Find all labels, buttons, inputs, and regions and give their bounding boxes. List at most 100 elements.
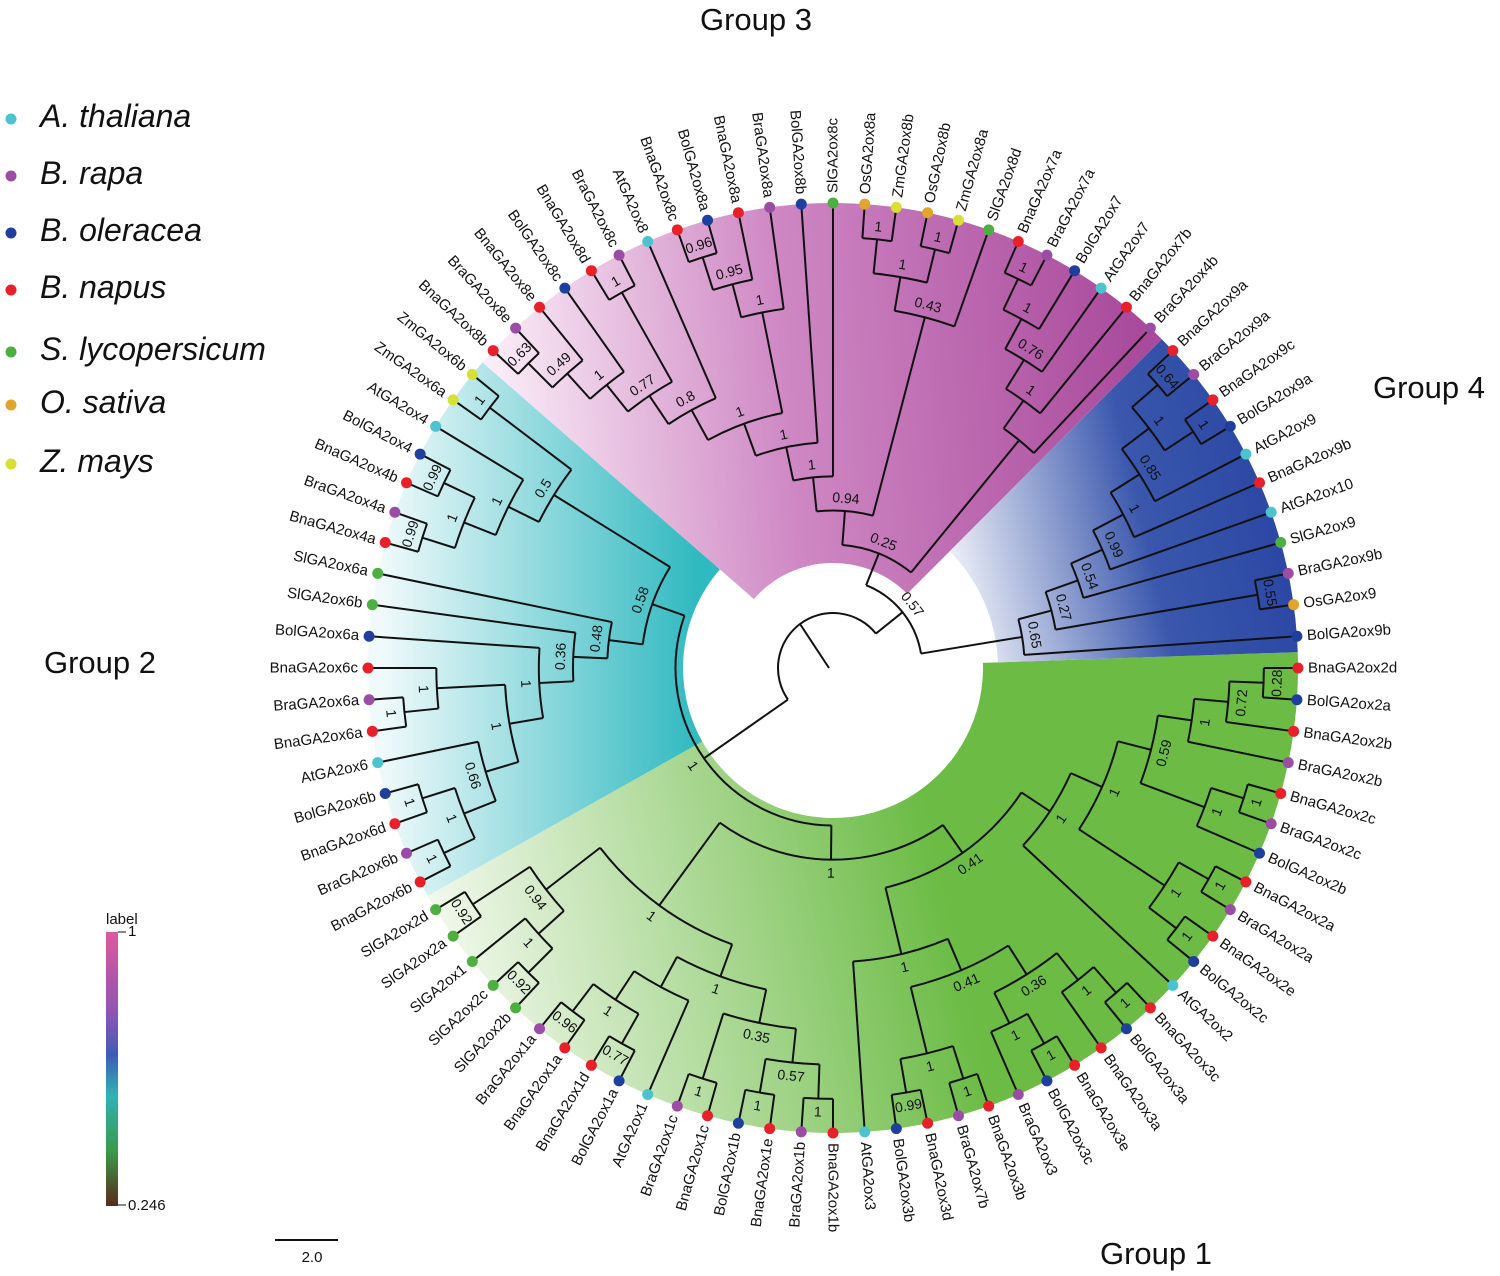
branch [703,698,789,760]
branch [1041,287,1102,373]
legend-dot [5,170,17,182]
branch [1005,359,1025,390]
branch-arc [777,612,877,701]
leaf-label: OsGA2ox9 [1302,585,1377,612]
branch [1196,825,1260,855]
branch [919,1089,929,1124]
branch [1109,511,1272,571]
leaf-label: AtGA2ox6 [299,756,369,787]
branch [768,1094,776,1129]
leaf-dot [400,847,412,859]
branch [489,406,572,471]
branch [435,890,466,911]
leaf-dot [795,198,807,210]
leaf-dot [414,448,426,460]
branch-arc [723,1012,797,1030]
branch [527,362,554,389]
branch [443,837,476,854]
leaf-dot [642,1089,654,1101]
branch [509,716,544,725]
leaf-dot [890,1123,902,1135]
branch [1060,991,1102,1049]
branch [1056,952,1079,981]
branch [812,477,818,512]
branch [658,822,721,906]
leaf-dot [952,1110,964,1122]
branch-arc [676,956,767,991]
legend-dot [5,346,17,358]
branch [1007,945,1028,976]
branch [953,229,990,327]
branch [472,865,531,906]
leaf-label: BolGA2ox6b [292,788,378,827]
branch [539,680,574,685]
branch [463,800,497,815]
legend-label: S. lycopersicum [40,331,266,367]
branch [618,254,636,286]
support-value: 1 [814,1103,823,1119]
branch-arc [1092,529,1112,570]
branch [406,481,439,498]
leaf-dot [389,818,401,830]
branch [719,943,734,977]
support-value: 0.99 [398,518,422,549]
leaf-dot [430,420,442,432]
branch [659,956,678,988]
support-value: 0.48 [586,624,605,653]
branch [1055,1035,1076,1066]
branch [384,541,419,553]
leaf-dot [510,322,522,334]
leaf-label: BnaGA2ox4a [287,508,378,549]
leaf-label: BnaGA2ox2c [1288,788,1378,828]
branch [1148,906,1177,930]
leaf-label: BraGA2ox7b [953,1123,993,1210]
branch [817,1064,821,1099]
leaf-dot [466,955,478,967]
branch [646,1000,690,1095]
leaf-dot [379,787,391,799]
branch [758,1058,767,1093]
leaf-dot [827,1127,839,1139]
branch [1038,270,1076,330]
branch [471,917,526,963]
leaf-dot [379,537,391,549]
branch-arc [891,1088,921,1096]
leaf-label: BraGA2ox8a [748,111,777,199]
leaf-dot [827,197,839,209]
branch [1178,861,1210,881]
support-value: 0.65 [1025,620,1045,650]
branch-arc [517,352,540,375]
support-value: 0.72 [1232,688,1250,717]
branch-arc [608,1035,636,1052]
support-value: 1 [383,709,400,719]
branch [553,494,671,568]
branch [527,947,554,974]
branch [422,787,456,800]
branch [1030,1050,1048,1082]
branch-arc [538,469,573,523]
branch [910,439,1020,574]
branch [1070,548,1103,565]
branch [471,373,500,397]
leaf-dot [1207,394,1219,406]
leaf-label: AtGA2ox3 [857,1141,879,1210]
leaf-label: ZmGA2ox8a [953,127,992,213]
support-value: 1 [754,291,765,308]
scale-bar-label: 2.0 [302,1249,323,1266]
colorbar-max: 1 [128,923,136,940]
branch [566,372,591,400]
leaf-label: BolGA2ox2a [1306,692,1392,715]
branch [925,249,936,283]
leaf-label: SlGA2ox6a [292,548,370,580]
branch-arc [1253,580,1261,610]
leaf-dot [389,506,401,518]
leaf-dot [1291,694,1303,706]
branch [976,1073,990,1107]
leaf-dot [534,1023,546,1035]
leaf-dot [1012,1089,1024,1101]
leaf-dot [764,201,776,213]
branch [1166,939,1195,963]
branch [377,740,479,764]
leaf-dot [1224,420,1236,432]
branch [1078,828,1166,887]
